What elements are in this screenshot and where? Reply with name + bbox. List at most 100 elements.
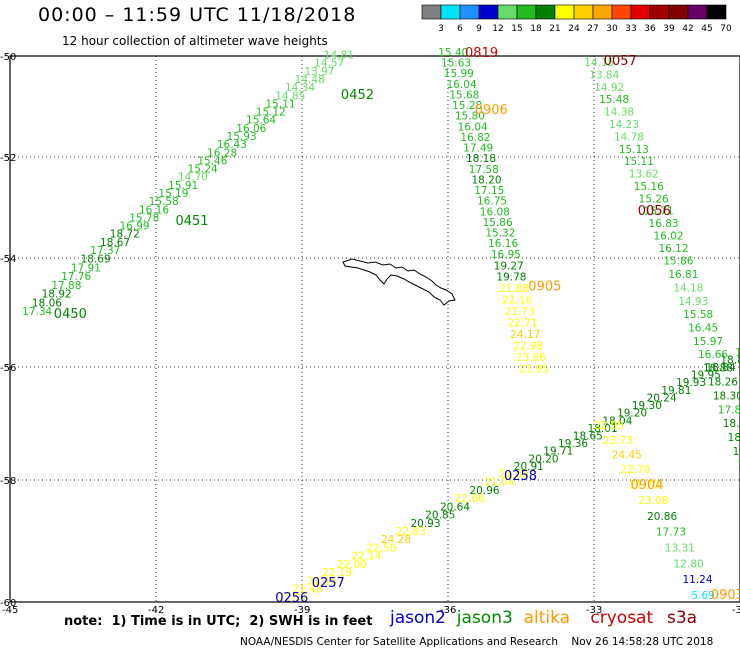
swh-value: 14.34 xyxy=(285,82,315,94)
swh-value: 17.73 xyxy=(656,527,686,539)
swh-value: 15.93 xyxy=(227,131,257,143)
pass-time-label: 0905 xyxy=(528,280,561,295)
legend-swatch xyxy=(687,4,708,20)
swh-value: 15.28 xyxy=(452,100,482,112)
swh-value: 18.65 xyxy=(573,431,603,443)
swh-value: 14.38 xyxy=(604,107,634,119)
swh-value: 19.95 xyxy=(691,370,721,382)
swh-value: 13.62 xyxy=(629,169,659,181)
swh-value: 22.95 xyxy=(594,420,624,432)
swh-value: 15.16 xyxy=(634,181,664,193)
swh-value: 16.02 xyxy=(653,230,683,242)
swh-value: 15.58 xyxy=(683,309,713,321)
swh-value: 14.70 xyxy=(178,172,208,184)
swh-value: 15.80 xyxy=(455,111,485,123)
page-title: 00:00 – 11:59 UTC 11/18/2018 xyxy=(38,4,357,26)
swh-value: 14.57 xyxy=(314,58,344,70)
swh-value: 20.91 xyxy=(514,461,544,473)
swh-value: 22.83 xyxy=(396,526,426,538)
swh-value: 21.04 xyxy=(484,477,514,489)
swh-value: 11.24 xyxy=(682,574,712,586)
swh-value: 20.20 xyxy=(529,453,559,465)
swh-value: 22.50 xyxy=(366,542,396,554)
swh-value: 16.04 xyxy=(447,79,477,91)
lat-tick-label: -52 xyxy=(0,153,16,164)
swh-value: 15.19 xyxy=(158,188,188,200)
swh-value: 15.46 xyxy=(197,155,227,167)
swh-value: 22.66 xyxy=(455,493,485,505)
swh-value: 22.16 xyxy=(307,575,337,587)
lon-tick-label: -33 xyxy=(586,605,602,616)
lat-tick-label: -50 xyxy=(0,52,16,63)
legend-tick-label: 30 xyxy=(606,24,618,34)
legend-swatch xyxy=(668,4,689,20)
legend-tick-label: 42 xyxy=(682,24,693,34)
swh-value: 19.36 xyxy=(558,438,588,450)
swh-value: 18.26 xyxy=(708,377,738,389)
swh-value: 15.71 xyxy=(644,206,674,218)
swh-value: 22.14 xyxy=(351,551,381,563)
swh-value: 18.82 xyxy=(728,432,740,444)
swh-value: 18.84 xyxy=(706,362,736,374)
swh-value: 5.69 xyxy=(691,590,714,602)
lat-tick-label: -54 xyxy=(0,254,16,265)
swh-value: 18.38 xyxy=(723,418,740,430)
swh-value: 22.71 xyxy=(507,318,537,330)
swh-value: 18.01 xyxy=(588,423,618,435)
lon-tick-label: -45 xyxy=(2,605,18,616)
swh-value: 18.30 xyxy=(713,390,740,402)
footer-note: note: 1) Time is in UTC; 2) SWH is in fe… xyxy=(64,614,373,629)
legend-swatch xyxy=(440,4,461,20)
swh-value: 14.23 xyxy=(609,119,639,131)
lon-tick-label: -30 xyxy=(732,605,740,616)
swh-value: 21.88 xyxy=(499,469,529,481)
legend-swatch xyxy=(554,4,575,20)
swh-value: 18.88 xyxy=(703,363,733,375)
swh-value: 17.15 xyxy=(474,185,504,197)
swh-value: 16.08 xyxy=(480,206,510,218)
swh-value: 13.31 xyxy=(665,543,695,555)
swh-value: 16.06 xyxy=(236,123,266,135)
lat-tick-label: -56 xyxy=(0,363,16,374)
swh-value: 15.24 xyxy=(188,164,218,176)
swh-value: 19.78 xyxy=(496,272,526,284)
swh-value: 15.26 xyxy=(639,193,669,205)
swh-value: 14.15 xyxy=(584,57,614,69)
swh-value: 16.16 xyxy=(488,238,518,250)
footer-credit: NOAA/NESDIS Center for Satellite Applica… xyxy=(240,636,714,648)
satellite-legend-cryosat: cryosat xyxy=(590,608,654,628)
lat-tick-label: -58 xyxy=(0,476,16,487)
swh-value: 20.86 xyxy=(647,511,677,523)
swh-value: 19.81 xyxy=(661,385,691,397)
swh-value: 23.86 xyxy=(516,352,546,364)
swh-value: 17.49 xyxy=(463,143,493,155)
swh-value: 21.88 xyxy=(499,283,529,295)
satellite-legend-jason2: jason2 xyxy=(390,608,446,628)
swh-value: 17.37 xyxy=(90,245,120,257)
swh-value: 19.27 xyxy=(494,260,524,272)
swh-value: 18.92 xyxy=(42,289,72,301)
swh-value: 21.73 xyxy=(505,306,535,318)
swh-value: 13.84 xyxy=(589,69,619,81)
swh-value: 18.88 xyxy=(720,354,740,366)
pass-time-label: 0257 xyxy=(312,576,345,591)
lon-tick-label: -42 xyxy=(148,605,164,616)
swh-value: 15.12 xyxy=(256,107,286,119)
legend-tick-label: 3 xyxy=(438,24,444,34)
pass-time-label: 0452 xyxy=(341,88,374,103)
satellite-legend-jason3: jason3 xyxy=(456,608,513,628)
swh-value: 19.71 xyxy=(543,446,573,458)
swh-value: 17.34 xyxy=(22,306,52,318)
legend-tick-label: 21 xyxy=(549,24,560,34)
swh-value: 16.82 xyxy=(460,132,490,144)
swh-value: 15.97 xyxy=(693,336,723,348)
swh-value: 19.93 xyxy=(676,377,706,389)
swh-value: 13.97 xyxy=(304,66,334,78)
swh-value: 20.93 xyxy=(410,518,440,530)
swh-value: 19.5 xyxy=(733,446,740,458)
legend-tick-label: 12 xyxy=(492,24,503,34)
pass-time-label: 0819 xyxy=(465,46,498,61)
pass-time-label: 0056 xyxy=(638,204,671,219)
legend-tick-label: 18 xyxy=(530,24,542,34)
swh-value: 16.45 xyxy=(688,322,718,334)
